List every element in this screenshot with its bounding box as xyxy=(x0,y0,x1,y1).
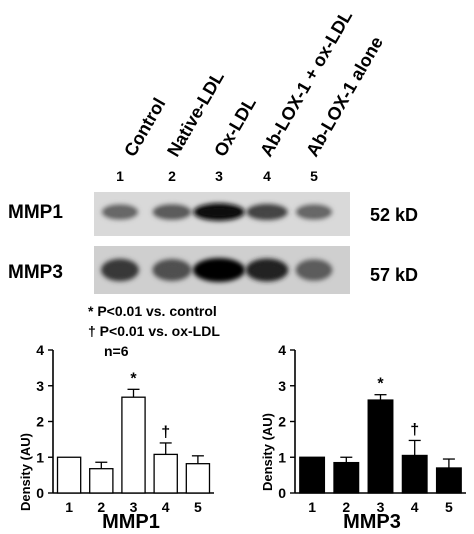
chart-mmp3-xtitle: MMP3 xyxy=(343,511,401,533)
chart-mmp3-bar-5 xyxy=(435,467,462,494)
chart-mmp3-y-tick-label: 4 xyxy=(278,342,286,358)
blot-band-core-mmp3-lane-4 xyxy=(251,264,283,276)
chart-mmp1-ylabel: Density (AU) xyxy=(18,433,33,511)
chart-mmp1-y-tick-label: 2 xyxy=(36,414,44,430)
chart-mmp1-x-tick-label-5: 5 xyxy=(194,499,202,515)
chart-mmp3-y-tick-label: 3 xyxy=(278,378,286,394)
blot-band-core-mmp3-lane-5 xyxy=(300,264,328,276)
chart-mmp3-sig-marker-4: † xyxy=(410,421,419,438)
chart-mmp3: Density (AU) MMP3 0 1 2 3 4 1 2 * 3 † 4 5 xyxy=(260,342,466,533)
kd-label-mmp3: 57 kD xyxy=(370,265,418,285)
stats-line-n: n=6 xyxy=(104,343,129,359)
chart-mmp3-sig-marker-3: * xyxy=(377,376,384,393)
chart-mmp1-y-tick-label: 3 xyxy=(36,378,44,394)
chart-mmp1-sig-marker-3: * xyxy=(130,370,137,387)
chart-mmp1-y-tick-label: 1 xyxy=(36,449,44,465)
chart-mmp3-bar-1 xyxy=(299,456,326,494)
lane-numbers: 1 2 3 4 5 xyxy=(116,168,318,184)
chart-mmp1: Density (AU) MMP1 0 1 2 3 4 1 2 * 3 † 4 5 xyxy=(18,342,214,533)
blot-label-mmp1: MMP1 xyxy=(8,202,63,223)
chart-mmp3-ylabel: Density (AU) xyxy=(260,413,275,491)
lane-labels: Control Native-LDL Ox-LDL Ab-LOX-1 + ox-… xyxy=(120,7,387,160)
chart-mmp3-x-tick-label-5: 5 xyxy=(445,499,453,515)
blot-band-core-mmp1-lane-5 xyxy=(300,208,328,216)
blot-band-core-mmp3-lane-2 xyxy=(157,264,187,276)
chart-mmp1-y-tick-label: 0 xyxy=(36,485,44,501)
blot-label-mmp3: MMP3 xyxy=(8,262,63,283)
kd-label-mmp1: 52 kD xyxy=(370,205,418,225)
stats-line-oxldl: † P<0.01 vs. ox-LDL xyxy=(88,323,220,339)
chart-mmp1-y-tick-label: 4 xyxy=(36,342,44,358)
chart-mmp1-xtitle: MMP1 xyxy=(102,511,160,533)
lane-number-5: 5 xyxy=(310,168,318,184)
blot-band-core-mmp1-lane-1 xyxy=(106,208,134,216)
blot-band-core-mmp3-lane-1 xyxy=(106,264,134,276)
blot-band-core-mmp3-lane-3 xyxy=(199,264,239,276)
stats-legend: * P<0.01 vs. control † P<0.01 vs. ox-LDL… xyxy=(88,303,220,359)
lane-number-1: 1 xyxy=(116,168,124,184)
chart-mmp1-x-tick-label-2: 2 xyxy=(97,499,105,515)
chart-mmp3-bar-2 xyxy=(333,461,360,494)
chart-mmp1-bar-4 xyxy=(153,453,178,494)
chart-mmp3-y-tick-label: 2 xyxy=(278,414,286,430)
chart-mmp3-x-tick-label-3: 3 xyxy=(377,499,385,515)
chart-mmp3-x-tick-label-4: 4 xyxy=(411,499,419,515)
lane-number-4: 4 xyxy=(263,168,271,184)
chart-mmp1-x-tick-label-4: 4 xyxy=(162,499,170,515)
chart-mmp3-y-tick-label: 0 xyxy=(278,485,286,501)
lane-number-2: 2 xyxy=(168,168,176,184)
lane-label-ox-ldl: Ox-LDL xyxy=(210,94,260,160)
chart-mmp1-sig-marker-4: † xyxy=(161,424,170,441)
chart-mmp1-x-tick-label-1: 1 xyxy=(65,499,73,515)
blot-band-core-mmp1-lane-3 xyxy=(199,208,239,216)
lane-number-3: 3 xyxy=(215,168,223,184)
chart-mmp1-bar-1 xyxy=(56,456,82,494)
blot-band-core-mmp1-lane-2 xyxy=(157,208,187,216)
chart-mmp1-x-tick-label-3: 3 xyxy=(130,499,138,515)
blot-band-core-mmp1-lane-4 xyxy=(251,208,283,216)
chart-mmp1-bar-5 xyxy=(185,463,211,494)
chart-mmp3-bar-3 xyxy=(367,399,394,494)
blot-bands xyxy=(101,203,333,282)
chart-mmp3-y-tick-label: 1 xyxy=(278,449,286,465)
chart-mmp3-x-tick-label-1: 1 xyxy=(308,499,316,515)
chart-mmp3-bar-4 xyxy=(401,454,428,494)
chart-mmp1-bar-2 xyxy=(89,468,114,494)
stats-line-control: * P<0.01 vs. control xyxy=(88,303,217,319)
chart-mmp3-x-tick-label-2: 2 xyxy=(342,499,350,515)
chart-mmp1-bar-3 xyxy=(121,396,146,494)
